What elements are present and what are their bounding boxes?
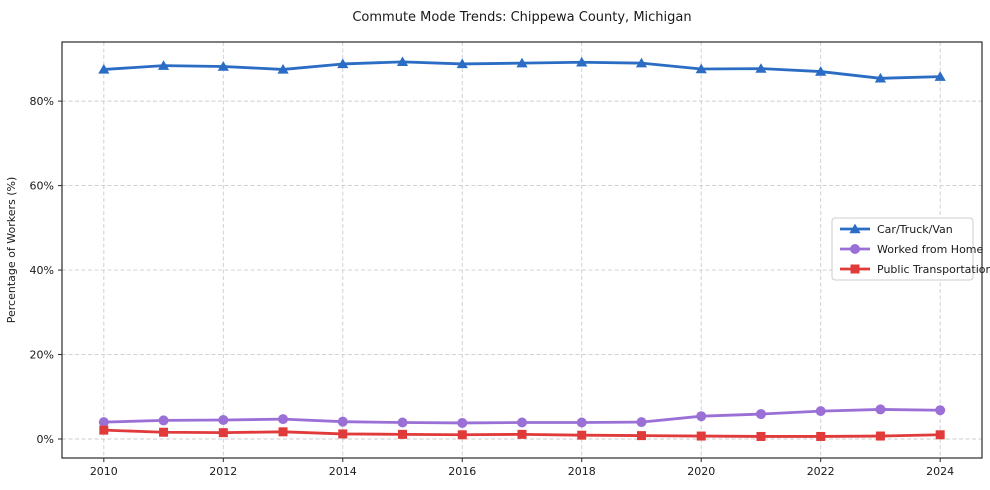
data-point-square bbox=[756, 431, 766, 441]
data-point-triangle bbox=[217, 61, 229, 71]
data-point-triangle bbox=[635, 57, 648, 68]
data-point-square bbox=[218, 428, 228, 438]
data-point-triangle bbox=[815, 66, 827, 76]
data-point-square bbox=[850, 264, 860, 274]
series-worked-from-home bbox=[98, 404, 946, 428]
data-point-triangle bbox=[516, 57, 528, 68]
data-point-circle bbox=[457, 417, 468, 428]
x-tick-label: 2018 bbox=[568, 465, 596, 478]
y-tick-label: 40% bbox=[30, 264, 54, 277]
chart-title: Commute Mode Trends: Chippewa County, Mi… bbox=[352, 10, 691, 25]
data-point-circle bbox=[158, 415, 169, 426]
data-point-triangle bbox=[849, 223, 861, 234]
data-point-triangle bbox=[337, 58, 349, 69]
data-point-circle bbox=[935, 405, 946, 416]
x-tick-label: 2016 bbox=[448, 465, 476, 478]
data-point-triangle bbox=[277, 64, 289, 74]
data-point-circle bbox=[397, 417, 408, 428]
data-point-triangle bbox=[934, 71, 946, 81]
x-tick-label: 2012 bbox=[209, 465, 237, 478]
legend-layer: Car/Truck/Van Worked from Home Public Tran… bbox=[831, 217, 990, 281]
series-layer bbox=[98, 56, 946, 441]
legend-item: Car/Truck/Van bbox=[840, 223, 953, 236]
data-point-triangle bbox=[695, 63, 707, 74]
axis-layer: 2010 2012 2014 2016 2018 2020 2022 2024 0% 20% 40%… bbox=[30, 41, 983, 478]
data-point-square bbox=[636, 431, 646, 441]
series-public-transportation bbox=[99, 425, 945, 441]
x-tick-label: 2024 bbox=[926, 465, 954, 478]
legend-item: Worked from Home bbox=[840, 243, 984, 256]
data-point-circle bbox=[98, 417, 109, 428]
data-point-square bbox=[278, 427, 288, 437]
data-point-circle bbox=[755, 409, 766, 420]
x-tick-label: 2022 bbox=[807, 465, 835, 478]
legend-label: Public Transportation bbox=[877, 263, 990, 276]
data-point-circle bbox=[517, 417, 527, 428]
data-point-circle bbox=[815, 406, 826, 417]
data-point-triangle bbox=[456, 58, 468, 69]
data-point-square bbox=[517, 429, 527, 439]
data-point-circle bbox=[278, 414, 289, 425]
grid-layer bbox=[62, 42, 982, 458]
data-point-circle bbox=[636, 417, 647, 428]
data-point-square bbox=[159, 427, 169, 437]
data-point-triangle bbox=[157, 60, 170, 70]
data-point-square bbox=[398, 429, 408, 439]
data-point-square bbox=[935, 430, 945, 440]
data-point-square bbox=[577, 430, 587, 440]
y-tick-label: 80% bbox=[30, 95, 54, 108]
x-tick-label: 2010 bbox=[90, 465, 118, 478]
x-tick-label: 2014 bbox=[329, 465, 357, 478]
data-point-circle bbox=[875, 404, 886, 415]
data-point-circle bbox=[850, 244, 860, 254]
y-tick-label: 0% bbox=[37, 433, 54, 446]
legend-item: Public Transportation bbox=[840, 263, 990, 276]
y-tick-label: 20% bbox=[30, 349, 54, 362]
data-point-triangle bbox=[98, 64, 110, 74]
data-point-triangle bbox=[874, 72, 887, 83]
data-point-square bbox=[875, 431, 885, 441]
data-point-triangle bbox=[755, 63, 767, 73]
data-point-circle bbox=[696, 411, 707, 422]
legend-label: Worked from Home bbox=[877, 243, 984, 256]
data-point-square bbox=[696, 431, 706, 441]
data-point-triangle bbox=[396, 56, 409, 67]
legend-box bbox=[831, 217, 974, 281]
series-car-truck-van bbox=[98, 56, 946, 83]
data-point-circle bbox=[337, 416, 348, 427]
data-point-square bbox=[457, 430, 467, 440]
y-tick-label: 60% bbox=[30, 180, 54, 193]
plot-border bbox=[61, 41, 983, 459]
data-point-circle bbox=[576, 417, 587, 428]
y-axis-label: Percentage of Workers (%) bbox=[5, 177, 18, 324]
data-point-square bbox=[816, 431, 826, 441]
data-point-square bbox=[338, 429, 348, 439]
x-tick-label: 2020 bbox=[687, 465, 715, 478]
legend-label: Car/Truck/Van bbox=[877, 223, 953, 236]
data-point-circle bbox=[218, 414, 229, 425]
data-point-square bbox=[99, 425, 109, 435]
data-point-triangle bbox=[576, 56, 588, 67]
